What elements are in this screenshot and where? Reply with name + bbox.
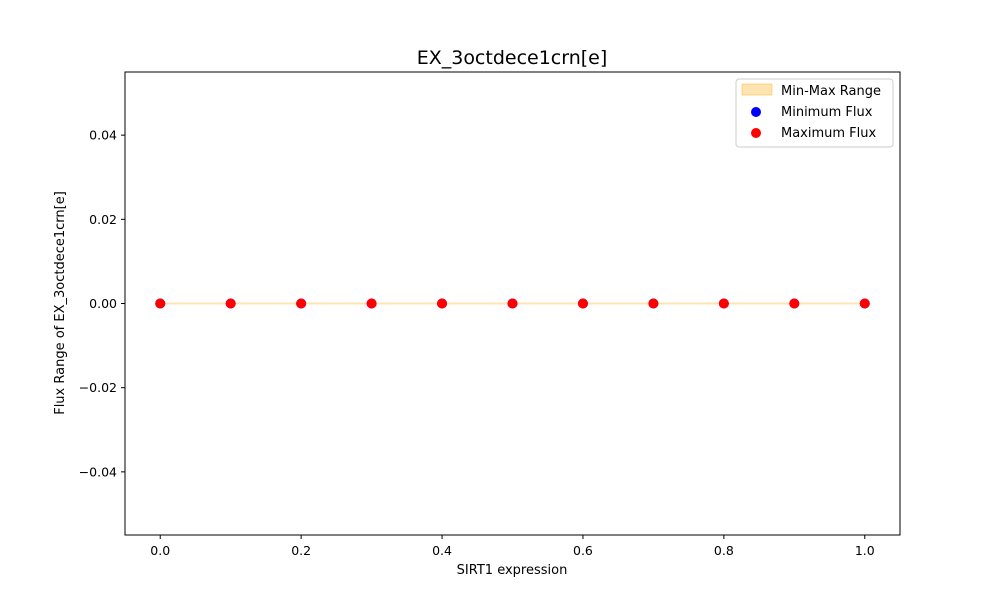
- y-tick-label: −0.02: [79, 380, 117, 395]
- maximum-flux-point: [507, 298, 518, 309]
- x-tick-label: 0.6: [573, 543, 593, 558]
- legend-label-minimum-flux: Minimum Flux: [781, 105, 873, 120]
- legend-box: [735, 78, 894, 148]
- legend-label-maximum-flux: Maximum Flux: [781, 126, 877, 141]
- maximum-flux-point: [577, 298, 588, 309]
- maximum-flux-point: [296, 298, 307, 309]
- maximum-flux-point: [366, 298, 377, 309]
- plot-content: [155, 298, 870, 309]
- y-axis-label: Flux Range of EX_3octdece1crn[e]: [53, 191, 68, 415]
- legend-marker-minimum-flux: [751, 107, 761, 117]
- y-tick-label: −0.04: [79, 464, 117, 479]
- maximum-flux-point: [859, 298, 870, 309]
- chart-title: EX_3octdece1crn[e]: [417, 47, 608, 69]
- legend-label-min-max-range: Min-Max Range: [781, 84, 881, 99]
- maximum-flux-point: [648, 298, 659, 309]
- maximum-flux-point: [789, 298, 800, 309]
- x-tick-label: 0.8: [714, 543, 734, 558]
- x-axis-label: SIRT1 expression: [457, 563, 568, 578]
- y-tick-label: 0.04: [89, 128, 117, 143]
- maximum-flux-point: [225, 298, 236, 309]
- legend-swatch-min-max-range: [741, 83, 773, 96]
- maximum-flux-point: [155, 298, 166, 309]
- y-tick-label: 0.00: [89, 296, 117, 311]
- y-axis-ticks: −0.04 −0.02 0.00 0.02 0.04: [79, 128, 125, 479]
- maximum-flux-point: [437, 298, 448, 309]
- x-tick-label: 0.2: [291, 543, 311, 558]
- legend-marker-maximum-flux: [751, 128, 761, 138]
- x-tick-label: 1.0: [855, 543, 875, 558]
- x-tick-label: 0.0: [150, 543, 170, 558]
- x-axis-ticks: 0.0 0.2 0.4 0.6 0.8 1.0: [150, 535, 875, 558]
- maximum-flux-point: [718, 298, 729, 309]
- legend: Min-Max Range Minimum Flux Maximum Flux: [735, 78, 894, 148]
- x-tick-label: 0.4: [432, 543, 452, 558]
- y-tick-label: 0.02: [89, 212, 117, 227]
